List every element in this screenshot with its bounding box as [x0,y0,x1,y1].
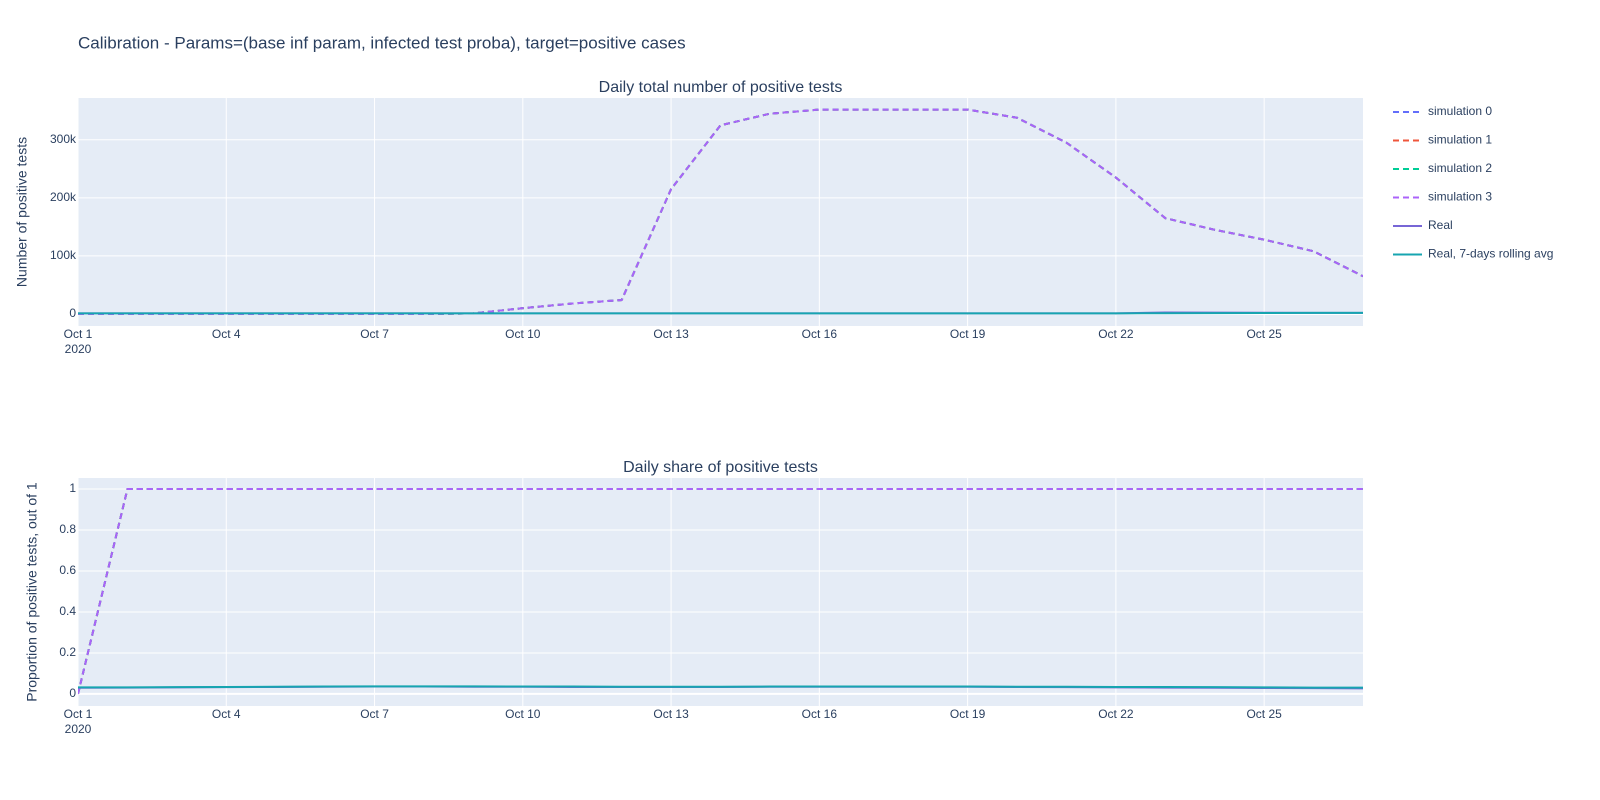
legend-label: Real [1428,218,1453,232]
x-tick-label: Oct 4 [212,327,241,341]
y-tick-label: 0.8 [59,522,76,536]
y-tick-label: 300k [50,132,77,146]
plot-area [78,478,1363,706]
x-year-label: 2020 [65,722,92,736]
x-tick-label: Oct 22 [1098,327,1134,341]
x-tick-label: Oct 19 [950,327,986,341]
y-tick-label: 0 [69,306,76,320]
plot-area [78,98,1363,326]
y-tick-label: 0.4 [59,604,76,618]
series-line [78,488,1363,695]
x-tick-label: Oct 10 [505,327,541,341]
legend-label: Real, 7-days rolling avg [1428,247,1553,261]
legend-label: simulation 2 [1428,161,1492,175]
legend-label: simulation 3 [1428,190,1492,204]
x-year-label: 2020 [65,342,92,356]
x-tick-label: Oct 13 [653,327,689,341]
x-tick-label: Oct 16 [802,327,838,341]
legend-label: simulation 1 [1428,133,1492,147]
subplot-title: Daily share of positive tests [623,459,818,476]
y-tick-label: 0.2 [59,645,76,659]
y-tick-label: 0 [69,686,76,700]
x-tick-label: Oct 7 [360,707,389,721]
x-tick-label: Oct 19 [950,707,986,721]
y-axis-title: Number of positive tests [14,137,30,287]
y-tick-label: 200k [50,190,77,204]
x-tick-label: Oct 4 [212,707,241,721]
series-line [78,311,1363,315]
y-axis-title: Proportion of positive tests, out of 1 [24,482,40,702]
y-tick-label: 0.6 [59,563,76,577]
x-tick-label: Oct 22 [1098,707,1134,721]
x-tick-label: Oct 16 [802,707,838,721]
legend-label: simulation 0 [1428,104,1492,118]
x-tick-label: Oct 1 [64,707,93,721]
x-tick-label: Oct 25 [1246,327,1282,341]
series-line [78,685,1363,689]
chart-title: Calibration - Params=(base inf param, in… [78,33,686,52]
y-tick-label: 1 [69,481,76,495]
x-tick-label: Oct 10 [505,707,541,721]
x-tick-label: Oct 7 [360,327,389,341]
subplot-title: Daily total number of positive tests [599,79,843,96]
x-tick-label: Oct 1 [64,327,93,341]
x-tick-label: Oct 25 [1246,707,1282,721]
y-tick-label: 100k [50,248,77,262]
x-tick-label: Oct 13 [653,707,689,721]
